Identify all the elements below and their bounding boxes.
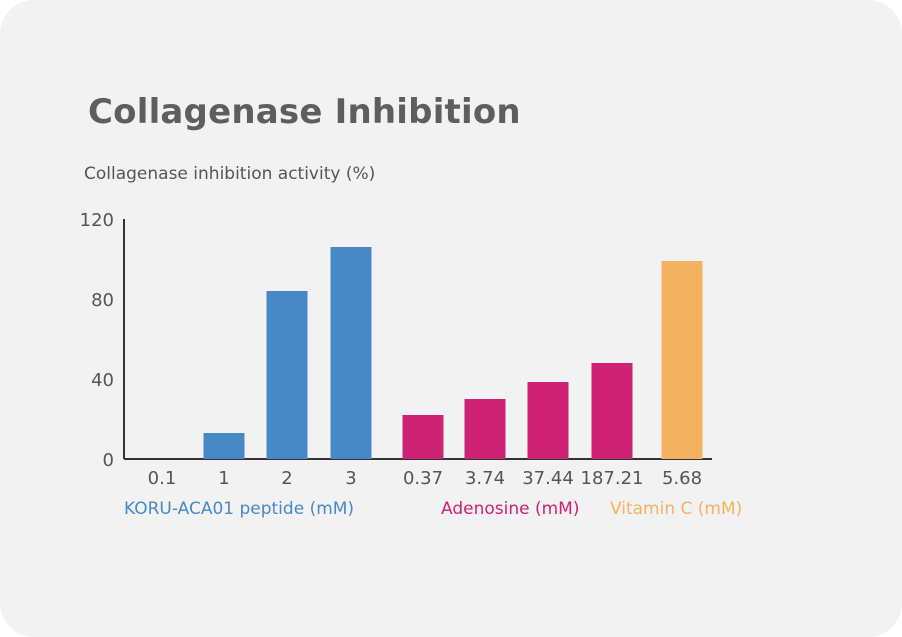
y-tick-label: 120	[80, 210, 114, 231]
x-tick-label: 2	[281, 468, 292, 489]
bar	[591, 363, 633, 459]
bar	[402, 415, 444, 459]
x-tick-label: 5.68	[662, 468, 702, 489]
y-tick-label: 80	[91, 290, 114, 311]
x-tick-label: 1	[218, 468, 229, 489]
bar	[266, 291, 308, 459]
group-label-koru: KORU-ACA01 peptide (mM)	[124, 499, 355, 519]
y-tick-label: 0	[103, 450, 114, 471]
bar	[527, 382, 569, 459]
x-tick-label: 37.44	[522, 468, 574, 489]
group-label-vitamin-c: Vitamin C (mM)	[610, 499, 743, 519]
chart-title: Collagenase Inhibition	[88, 92, 521, 132]
bar	[330, 247, 372, 459]
bar	[203, 433, 245, 459]
bar	[661, 261, 703, 459]
x-tick-label: 3.74	[465, 468, 505, 489]
x-tick-label: 187.21	[581, 468, 644, 489]
x-tick-label: 0.37	[403, 468, 443, 489]
group-label-adenosine: Adenosine (mM)	[441, 499, 580, 519]
bar	[464, 399, 506, 459]
y-axis-label: Collagenase inhibition activity (%)	[84, 164, 376, 184]
y-tick-label: 40	[91, 370, 114, 391]
x-tick-label: 0.1	[148, 468, 177, 489]
x-tick-label: 3	[345, 468, 356, 489]
